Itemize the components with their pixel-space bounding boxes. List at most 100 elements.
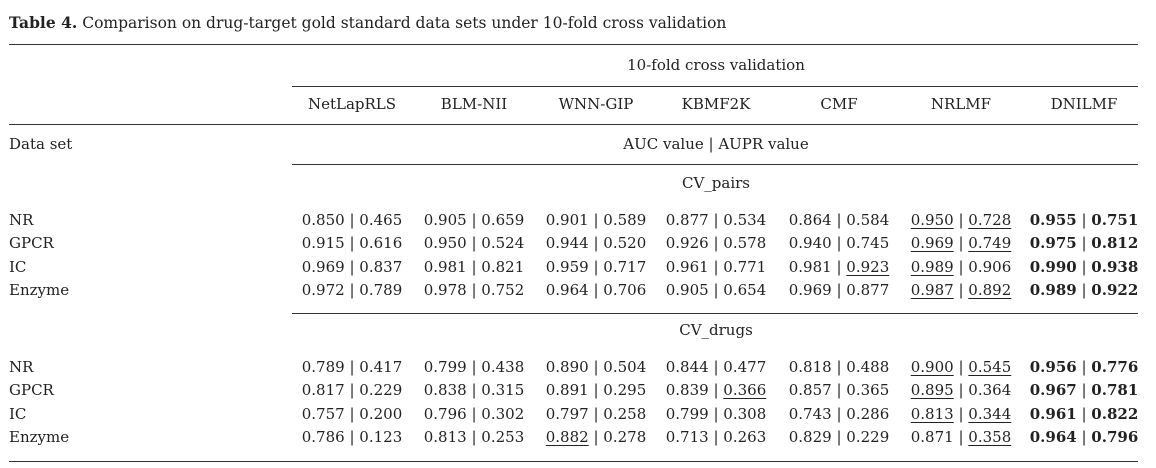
auc-value: 0.813: [910, 405, 954, 423]
auc-value: 0.877: [665, 211, 709, 229]
aupr-value: 0.822: [1091, 405, 1139, 423]
cell-separator: |: [831, 258, 847, 276]
aupr-value: 0.200: [359, 405, 403, 423]
row-label: IC: [9, 258, 27, 276]
table-cell: 0.882 | 0.278: [546, 428, 647, 446]
auc-value: 0.905: [423, 211, 467, 229]
aupr-value: 0.654: [723, 281, 767, 299]
table-cell: 0.857 | 0.365: [789, 381, 890, 399]
aupr-value: 0.465: [359, 211, 403, 229]
auc-value: 0.818: [788, 358, 832, 376]
cell-separator: |: [708, 234, 724, 252]
auc-value: 0.978: [423, 281, 467, 299]
aupr-value: 0.796: [1091, 428, 1139, 446]
table-cell: 0.838 | 0.315: [424, 381, 525, 399]
auc-value: 0.967: [1029, 381, 1077, 399]
aupr-value: 0.771: [723, 258, 767, 276]
table-cell: 0.796 | 0.302: [424, 405, 525, 423]
cell-separator: |: [708, 405, 724, 423]
table-cell: 0.964 | 0.796: [1030, 428, 1139, 446]
table-cell: 0.981 | 0.923: [789, 258, 890, 276]
cell-separator: |: [344, 381, 360, 399]
aupr-value: 0.438: [481, 358, 525, 376]
aupr-value: 0.589: [603, 211, 647, 229]
aupr-value: 0.315: [481, 381, 525, 399]
auc-value: 0.901: [545, 211, 589, 229]
cell-separator: |: [1076, 211, 1092, 229]
cell-separator: |: [466, 211, 482, 229]
table-cell: 0.818 | 0.488: [789, 358, 890, 376]
table-cell: 0.799 | 0.308: [666, 405, 767, 423]
aupr-value: 0.308: [723, 405, 767, 423]
aupr-value: 0.365: [846, 381, 890, 399]
metric-rule: [292, 164, 1138, 165]
cell-separator: |: [466, 281, 482, 299]
aupr-value: 0.906: [968, 258, 1012, 276]
aupr-value: 0.659: [481, 211, 525, 229]
cell-separator: |: [1076, 405, 1092, 423]
auc-value: 0.969: [788, 281, 832, 299]
auc-value: 0.956: [1029, 358, 1077, 376]
method-header: BLM-NII: [440, 95, 508, 113]
table-cell: 0.797 | 0.258: [546, 405, 647, 423]
aupr-value: 0.616: [359, 234, 403, 252]
table-cell: 0.955 | 0.751: [1030, 211, 1139, 229]
auc-value: 0.757: [301, 405, 345, 423]
method-header: DNILMF: [1050, 95, 1118, 113]
auc-value: 0.743: [788, 405, 832, 423]
table-cell: 0.950 | 0.524: [424, 234, 525, 252]
table-cell: 0.987 | 0.892: [911, 281, 1012, 299]
auc-value: 0.964: [1029, 428, 1077, 446]
cell-separator: |: [344, 428, 360, 446]
cell-separator: |: [831, 428, 847, 446]
aupr-value: 0.477: [723, 358, 767, 376]
cell-separator: |: [1076, 258, 1092, 276]
auc-value: 0.944: [545, 234, 589, 252]
aupr-value: 0.751: [1091, 211, 1139, 229]
table-cell: 0.990 | 0.938: [1030, 258, 1139, 276]
cell-separator: |: [953, 381, 969, 399]
aupr-value: 0.717: [603, 258, 647, 276]
table-cell: 0.871 | 0.358: [911, 428, 1012, 446]
auc-value: 0.955: [1029, 211, 1077, 229]
aupr-value: 0.229: [359, 381, 403, 399]
cell-separator: |: [344, 258, 360, 276]
aupr-value: 0.728: [968, 211, 1012, 229]
table-cell: 0.850 | 0.465: [302, 211, 403, 229]
aupr-value: 0.745: [846, 234, 890, 252]
table-cell: 0.969 | 0.837: [302, 258, 403, 276]
auc-value: 0.891: [545, 381, 589, 399]
cell-separator: |: [344, 211, 360, 229]
auc-value: 0.850: [301, 211, 345, 229]
group-rule: [292, 86, 1138, 87]
aupr-value: 0.229: [846, 428, 890, 446]
auc-value: 0.797: [545, 405, 589, 423]
aupr-value: 0.877: [846, 281, 890, 299]
table-cell: 0.915 | 0.616: [302, 234, 403, 252]
table-cell: 0.969 | 0.877: [789, 281, 890, 299]
table-cell: 0.829 | 0.229: [789, 428, 890, 446]
table-cell: 0.956 | 0.776: [1030, 358, 1139, 376]
auc-value: 0.926: [665, 234, 709, 252]
auc-value: 0.972: [301, 281, 345, 299]
auc-value: 0.713: [665, 428, 709, 446]
auc-value: 0.786: [301, 428, 345, 446]
row-label: IC: [9, 405, 27, 423]
aupr-value: 0.366: [723, 381, 767, 399]
method-header: KBMF2K: [681, 95, 751, 113]
aupr-value: 0.578: [723, 234, 767, 252]
auc-value: 0.981: [788, 258, 832, 276]
table-caption-label: Table 4.: [9, 13, 78, 32]
aupr-value: 0.749: [968, 234, 1012, 252]
cell-separator: |: [588, 234, 604, 252]
table-cell: 0.844 | 0.477: [666, 358, 767, 376]
table-cell: 0.890 | 0.504: [546, 358, 647, 376]
auc-value: 0.890: [545, 358, 589, 376]
auc-value: 0.987: [910, 281, 954, 299]
aupr-value: 0.752: [481, 281, 525, 299]
cell-separator: |: [831, 358, 847, 376]
auc-value: 0.796: [423, 405, 467, 423]
cell-separator: |: [831, 234, 847, 252]
auc-value: 0.989: [1029, 281, 1077, 299]
aupr-value: 0.358: [968, 428, 1012, 446]
